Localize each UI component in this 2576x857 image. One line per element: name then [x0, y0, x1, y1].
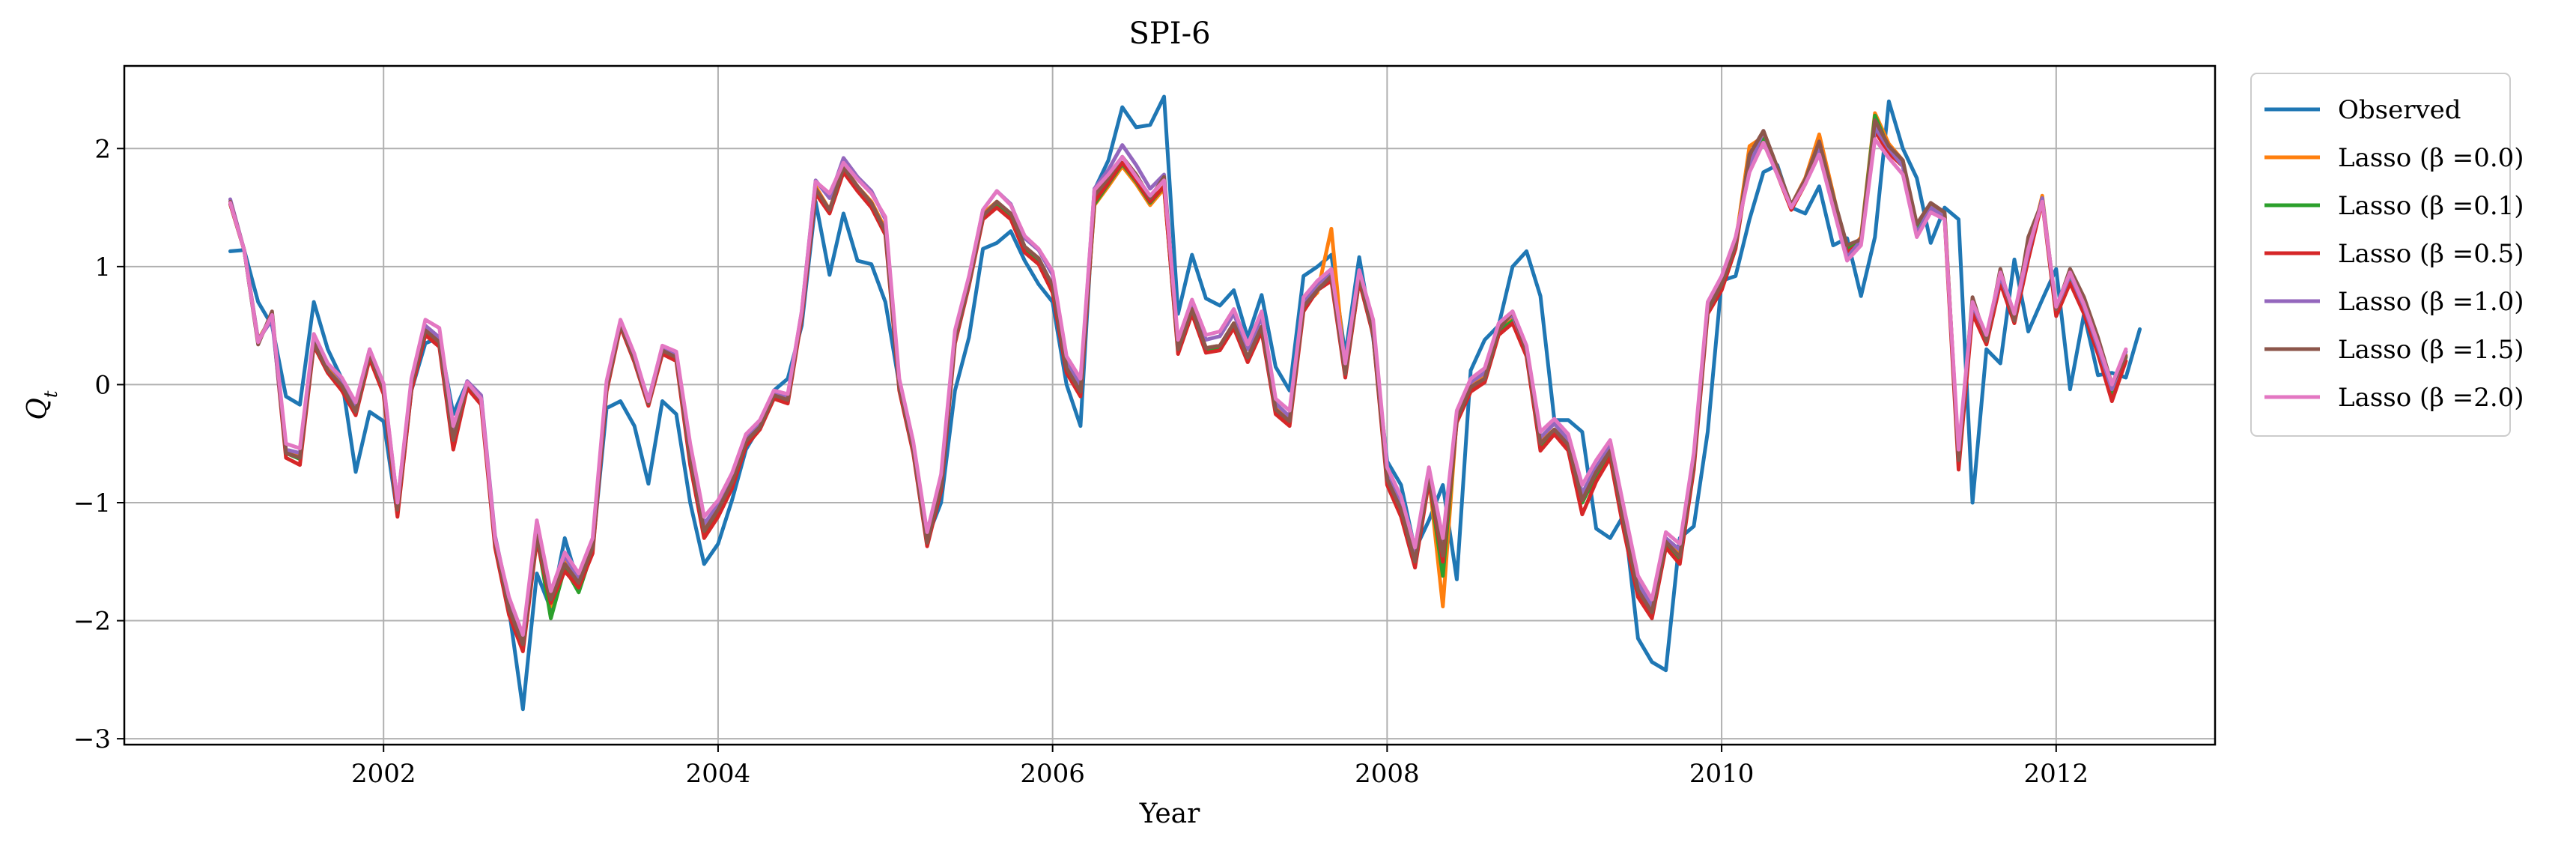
series-line-6 [228, 137, 2128, 637]
legend-label: Lasso (β =0.1) [2338, 191, 2524, 221]
legend-label: Observed [2338, 95, 2461, 125]
y-tick-label: 2 [94, 134, 111, 164]
x-tick-label: 2006 [1020, 759, 1085, 789]
y-axis-label: Qt [22, 390, 61, 420]
axes: 2002 2004 2006 2008 2010 2012 −3 −2 −1 0 1 2 [73, 134, 2089, 789]
y-tick-label: −3 [73, 724, 111, 754]
x-tick-label: 2004 [686, 759, 751, 789]
series-line-5 [228, 118, 2128, 646]
legend-box [2250, 73, 2511, 437]
series-layer [228, 94, 2142, 712]
y-tick-label: −2 [73, 607, 111, 637]
y-tick-label: −1 [73, 488, 111, 518]
x-axis-label: Year [1139, 799, 1200, 829]
legend-label: Lasso (β =2.0) [2338, 383, 2524, 413]
chart-title: SPI-6 [1128, 16, 1210, 51]
y-tick-label: 1 [94, 252, 111, 282]
legend-label: Lasso (β =1.0) [2338, 287, 2524, 317]
legend-label: Lasso (β =0.0) [2338, 143, 2524, 173]
x-tick-label: 2010 [1689, 759, 1755, 789]
plot-frame [123, 64, 2217, 746]
x-tick-label: 2008 [1355, 759, 1420, 789]
legend-label: Lasso (β =1.5) [2338, 335, 2524, 365]
legend-label: Lasso (β =0.5) [2338, 239, 2524, 269]
legend: Observed Lasso (β =0.0) Lasso (β =0.1) Lass… [2250, 73, 2524, 437]
x-tick-label: 2012 [2024, 759, 2089, 789]
x-tick-label: 2002 [351, 759, 416, 789]
y-tick-label: 0 [94, 370, 111, 400]
